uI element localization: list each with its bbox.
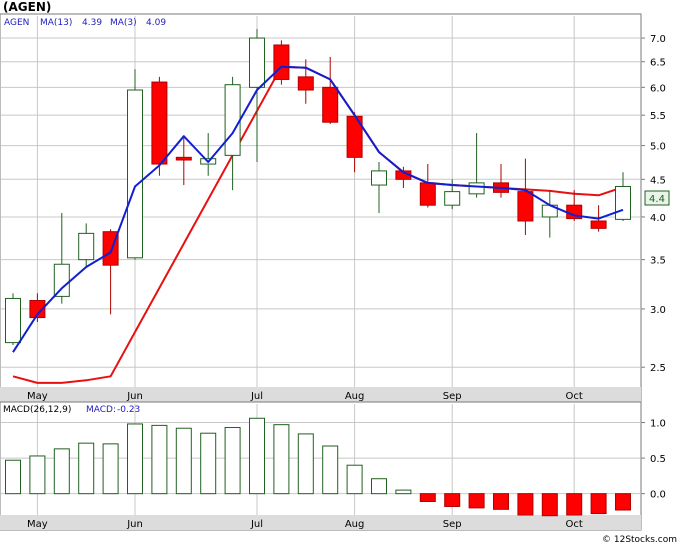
ma3-series-line: [12, 65, 624, 353]
ma3-line: [12, 65, 624, 353]
price-y-tick-label: 6.0: [650, 83, 666, 94]
macd-bar: [5, 459, 21, 495]
macd-x-axis-strip: [0, 515, 641, 530]
legend-ma13-value: 4.39: [82, 18, 102, 28]
price-x-tick-label: Jun: [126, 391, 143, 402]
last-price-badge: [644, 190, 670, 206]
candle-body: [127, 89, 143, 259]
legend-ma13-label: MA(13): [40, 18, 72, 28]
macd-bar: [371, 478, 387, 495]
price-y-tick-label: 4.5: [650, 175, 666, 186]
macd-bar: [419, 493, 436, 502]
candle-body: [590, 220, 607, 229]
price-y-tick-label: 2.5: [650, 363, 666, 374]
macd-bar: [249, 417, 265, 495]
macd-bar: [78, 442, 95, 495]
macd-bar: [53, 448, 70, 495]
macd-bar: [151, 424, 168, 495]
macd-bar: [615, 493, 631, 511]
candle-body: [78, 232, 95, 261]
candle-body: [371, 170, 387, 186]
macd-x-axis: May Jun Jul Aug Sep Oct: [27, 519, 583, 530]
price-panel: [0, 13, 642, 403]
chart-title: (AGEN): [3, 0, 51, 14]
macd-x-tick-label: Jul: [250, 519, 263, 530]
macd-x-tick-label: Aug: [345, 519, 365, 530]
price-x-tick-label: Jul: [250, 391, 263, 402]
macd-x-tick-label: Jun: [126, 519, 143, 530]
candle-body: [29, 300, 46, 319]
macd-bar: [444, 493, 461, 507]
candle-body: [249, 37, 265, 88]
legend-ma3-label: MA(3): [110, 18, 137, 28]
watermark: © 12Stocks.com: [602, 535, 677, 545]
candle-body: [615, 185, 631, 220]
price-y-tick-label: 3.0: [650, 305, 666, 316]
macd-x-tick-label: Sep: [443, 519, 462, 530]
price-gridlines: [1, 16, 641, 387]
macd-x-tick-label: May: [27, 519, 48, 530]
macd-bar: [590, 493, 607, 515]
price-y-tick-label: 5.0: [650, 142, 666, 153]
candle-body: [419, 182, 436, 206]
macd-bar: [322, 445, 339, 495]
candle-body: [273, 44, 290, 80]
macd-y-tick-label: 0.5: [650, 454, 666, 465]
macd-bar: [224, 427, 241, 495]
macd-bar: [346, 464, 363, 495]
macd-bars: [5, 417, 631, 517]
macd-bar: [102, 443, 119, 495]
macd-bar: [127, 423, 143, 495]
price-x-tick-label: Aug: [345, 391, 365, 402]
macd-bar: [200, 432, 217, 495]
price-x-tick-label: May: [27, 391, 48, 402]
price-y-tick-label: 5.5: [650, 111, 666, 122]
macd-bar: [566, 493, 583, 516]
price-y-tick-label: 3.5: [650, 256, 666, 267]
macd-y-axis: 0.0 0.5 1.0: [641, 419, 666, 501]
macd-legend-label: MACD(26,12,9): [3, 405, 71, 415]
macd-bar: [395, 489, 412, 495]
legend-symbol: AGEN: [4, 18, 29, 28]
macd-legend-value: -0.23: [117, 405, 140, 415]
candle-body: [224, 84, 241, 156]
candle-body: [517, 191, 534, 222]
price-y-tick-label: 7.0: [650, 34, 666, 45]
macd-legend-value-label: MACD:: [86, 405, 116, 415]
price-y-axis: 2.5 3.0 3.5 4.0 4.5 5.0 5.5 6.0 6.5 7.0: [641, 34, 666, 374]
price-x-tick-label: Oct: [566, 391, 583, 402]
candle-body: [444, 191, 461, 206]
macd-bar: [29, 455, 46, 495]
price-x-axis: May Jun Jul Aug Sep Oct: [27, 391, 583, 402]
macd-bar: [493, 493, 509, 510]
macd-bar: [541, 493, 558, 517]
price-x-tick-label: Sep: [443, 391, 462, 402]
candle-body: [468, 182, 485, 195]
candle-body: [151, 81, 168, 165]
candle-body: [297, 76, 314, 91]
macd-x-tick-label: Oct: [566, 519, 583, 530]
macd-bar: [273, 424, 290, 495]
macd-bar: [517, 493, 534, 516]
macd-bar: [175, 427, 192, 495]
candle-body: [175, 156, 192, 161]
candle-body: [5, 297, 21, 344]
price-x-axis-strip: [0, 387, 641, 402]
last-price-label: 4.4: [649, 194, 665, 205]
macd-y-tick-label: 1.0: [650, 419, 666, 430]
price-y-tick-label: 6.5: [650, 58, 666, 69]
macd-bar: [468, 493, 485, 509]
legend-ma3-value: 4.09: [146, 18, 166, 28]
price-y-tick-label: 4.0: [650, 213, 666, 224]
macd-y-tick-label: 0.0: [650, 490, 666, 501]
candle-body: [322, 86, 339, 123]
candle-body: [53, 263, 70, 297]
macd-bar: [297, 433, 314, 495]
